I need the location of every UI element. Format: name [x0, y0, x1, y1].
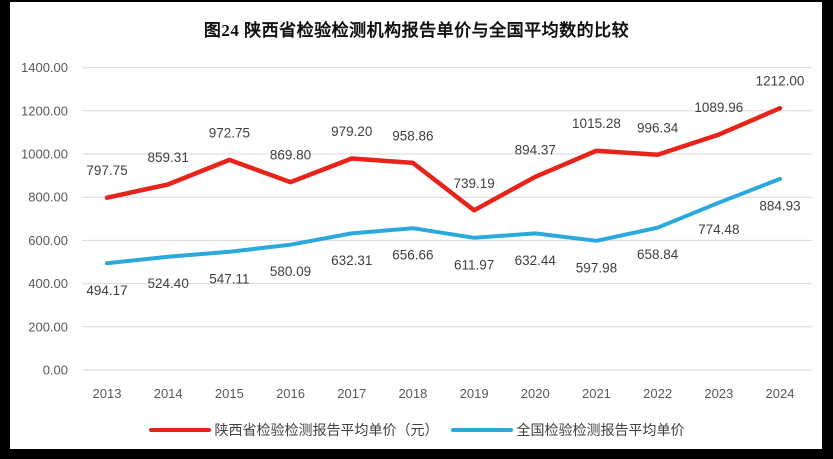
x-axis-tick-labels: 2013 2014 2015 2016 2017 2018 2019 2020 2021 2022… — [93, 386, 795, 401]
x-tick-label: 2021 — [582, 386, 611, 401]
data-label: 958.86 — [392, 128, 433, 143]
y-tick-label: 1000.00 — [21, 147, 68, 162]
data-labels-series-0: 797.75 859.31 972.75 869.80 979.20 958.86 739.… — [86, 74, 804, 191]
x-tick-label: 2019 — [460, 386, 489, 401]
y-tick-label: 0.00 — [43, 363, 68, 378]
data-label: 494.17 — [86, 283, 127, 298]
x-tick-label: 2015 — [215, 386, 244, 401]
x-tick-label: 2018 — [398, 386, 427, 401]
data-label: 1015.28 — [572, 116, 621, 131]
data-label: 1212.00 — [756, 74, 805, 89]
x-tick-label: 2020 — [521, 386, 550, 401]
data-label: 658.84 — [637, 247, 679, 262]
data-label: 1089.96 — [694, 100, 743, 115]
y-tick-label: 600.00 — [28, 233, 68, 248]
chart-legend: 陕西省检验检测报告平均单价（元） 全国检验检测报告平均单价 — [0, 417, 833, 443]
x-tick-label: 2017 — [337, 386, 366, 401]
chart-title: 图24 陕西省检验检测机构报告单价与全国平均数的比较 — [203, 21, 630, 40]
x-tick-label: 2023 — [704, 386, 733, 401]
y-tick-label: 200.00 — [28, 319, 68, 334]
y-tick-label: 1200.00 — [21, 103, 68, 118]
legend-label-shaanxi: 陕西省检验检测报告平均单价（元） — [214, 422, 439, 438]
x-tick-label: 2016 — [276, 386, 305, 401]
data-label: 597.98 — [576, 260, 617, 275]
x-tick-label: 2024 — [766, 386, 795, 401]
y-tick-label: 400.00 — [28, 276, 68, 291]
data-label: 632.44 — [515, 253, 557, 268]
chart-background — [10, 2, 822, 449]
data-label: 972.75 — [209, 125, 250, 140]
series-line-0 — [104, 105, 783, 213]
x-tick-label: 2013 — [93, 386, 122, 401]
data-label: 580.09 — [270, 264, 311, 279]
y-tick-label: 800.00 — [28, 190, 68, 205]
x-tick-label: 2014 — [154, 386, 183, 401]
data-label: 632.31 — [331, 253, 372, 268]
y-axis-tick-labels: 0.00 200.00 400.00 600.00 800.00 1000.00 1200.… — [21, 60, 68, 377]
legend-swatch-national-line-icon — [450, 428, 513, 432]
y-tick-label: 1400.00 — [21, 60, 68, 75]
legend-swatch-shaanxi-line-icon — [148, 428, 211, 432]
data-label: 656.66 — [392, 248, 433, 263]
data-label: 996.34 — [637, 120, 679, 135]
x-tick-label: 2022 — [643, 386, 672, 401]
gridlines — [82, 67, 812, 371]
data-label: 611.97 — [454, 257, 494, 272]
data-label: 797.75 — [86, 163, 127, 178]
data-label: 739.19 — [453, 176, 494, 191]
data-label: 774.48 — [698, 222, 739, 237]
legend-label-national: 全国检验检测报告平均单价 — [516, 422, 685, 438]
legend-item-shaanxi: 陕西省检验检测报告平均单价（元） — [148, 420, 439, 440]
series-line-1 — [105, 176, 782, 266]
data-label: 524.40 — [148, 276, 189, 291]
data-labels-series-1: 494.17 524.40 547.11 580.09 632.31 656.66 611.… — [86, 198, 800, 297]
legend-item-national: 全国检验检测报告平均单价 — [450, 420, 685, 440]
data-label: 547.11 — [209, 271, 249, 286]
data-label: 869.80 — [270, 148, 311, 163]
data-label: 859.31 — [148, 150, 189, 165]
data-label: 894.37 — [515, 142, 556, 157]
data-label: 884.93 — [759, 198, 800, 213]
data-label: 979.20 — [331, 124, 372, 139]
